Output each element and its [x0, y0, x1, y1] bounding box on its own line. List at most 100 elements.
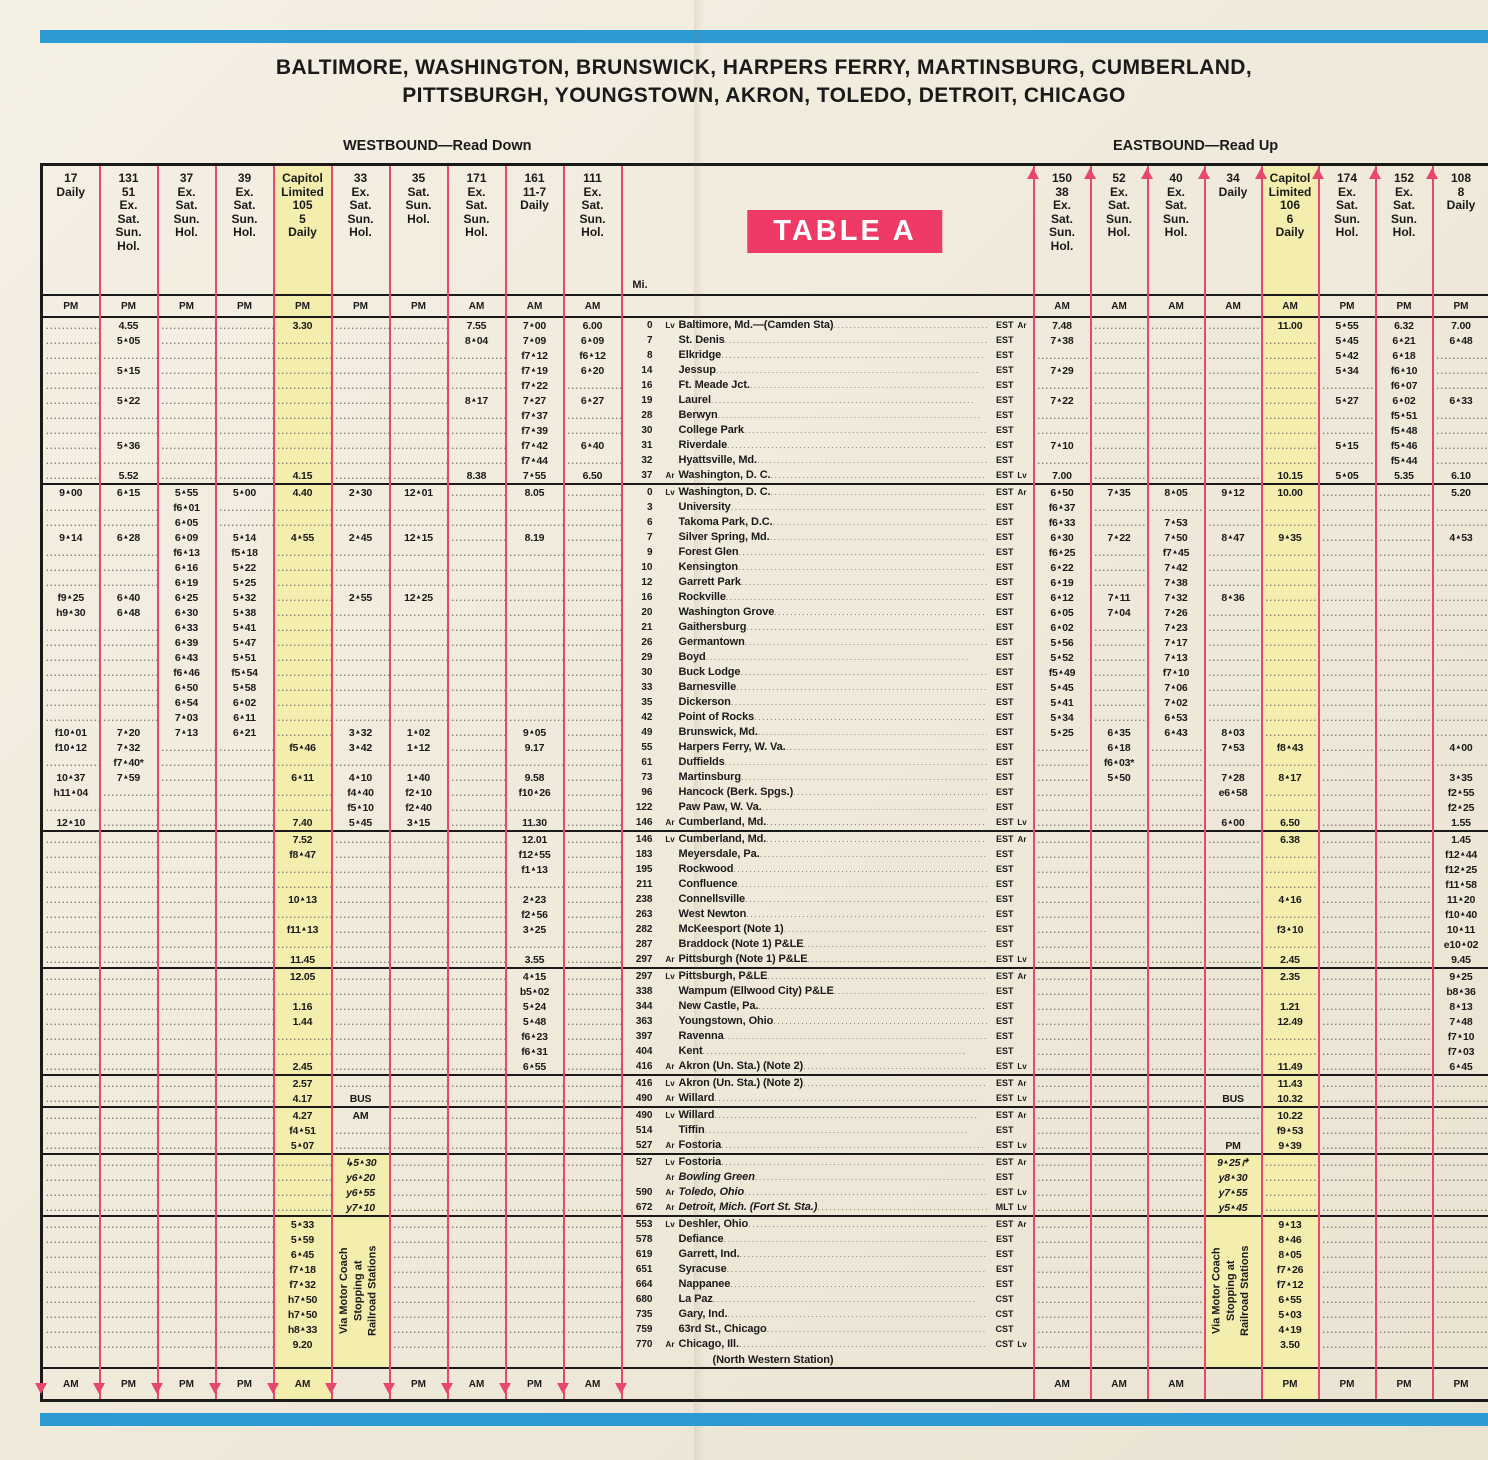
dotted-leader [1435, 1093, 1488, 1105]
time-cell [330, 1215, 390, 1232]
time-cell [214, 1232, 274, 1247]
time-cell [1317, 1247, 1376, 1262]
dotted-leader [334, 834, 389, 846]
time-cell [1317, 770, 1376, 785]
time-cell [446, 1292, 506, 1307]
dotted-leader [1207, 335, 1261, 347]
time-cell [1203, 755, 1262, 770]
time-cell [388, 408, 448, 423]
dotted-leader [1036, 350, 1090, 362]
time-cell [562, 1247, 623, 1262]
dotted-leader [450, 1187, 505, 1199]
time-cell [1089, 922, 1148, 937]
dotted-leader [1150, 834, 1204, 846]
time-cell: 6▲18 [1374, 348, 1433, 363]
dotted-leader [1150, 939, 1204, 951]
time-cell [1203, 423, 1262, 438]
timezone: CST [995, 1294, 1014, 1304]
meridiem-top: AM [504, 294, 564, 318]
dotted-leader [1435, 517, 1488, 529]
time-cell: 7▲17 [1146, 635, 1205, 650]
timezone: EST [995, 879, 1014, 889]
dotted-leader [218, 395, 273, 407]
time-cell [562, 847, 623, 862]
time-cell [272, 1153, 332, 1170]
dotted-leader [566, 425, 620, 437]
time-cell [1203, 650, 1262, 665]
time-cell: 3▲35 [1431, 770, 1488, 785]
dotted-leader [566, 667, 620, 679]
time-cell [1203, 1059, 1262, 1075]
dotted-leader [1150, 1157, 1204, 1169]
time-cell [40, 892, 100, 907]
mi-cell: 514 [635, 1124, 653, 1136]
station-cell: Brunswick, Md.EST [658, 725, 1034, 740]
time-cell [1374, 545, 1433, 560]
dotted-leader [1378, 787, 1432, 799]
time-cell [1146, 1138, 1205, 1154]
mi-cell: 490 [621, 1106, 658, 1123]
station-cell: Ft. Meade Jct.EST [658, 378, 1034, 393]
dotted-leader [566, 1249, 620, 1261]
time-cell: f7▲03 [1431, 1044, 1488, 1059]
time-cell [214, 468, 274, 484]
station-row: 2.57416LvAkron (Un. Sta.) (Note 2)ESTAr1… [40, 1074, 1488, 1091]
time-cell: 5▲22 [98, 393, 158, 408]
dotted-leader [1150, 772, 1204, 784]
dotted-leader [1378, 682, 1432, 694]
time-cell [1374, 710, 1433, 725]
time-cell: 4.55 [98, 316, 158, 333]
time-cell [1146, 1352, 1205, 1368]
dotted-leader [44, 637, 99, 649]
dotted-leader [450, 532, 505, 544]
dotted-leader [1321, 637, 1375, 649]
time-cell [272, 635, 332, 650]
time-cell: 6▲27 [562, 393, 623, 408]
dotted-leader [160, 802, 215, 814]
dotted-leader [218, 986, 273, 998]
time-cell [1374, 1138, 1433, 1154]
train-header-111: 111 Ex. Sat. Sun. Hol. [562, 164, 623, 295]
time-cell: 6.00 [562, 316, 623, 333]
dotted-leader [102, 697, 157, 709]
time-cell: 10.15 [1260, 468, 1319, 484]
dotted-leader [1264, 365, 1318, 377]
dotted-leader [566, 455, 620, 467]
dotted-leader [1378, 817, 1432, 829]
time-cell [504, 695, 564, 710]
timezone: EST [995, 757, 1014, 767]
lv-ar-marker: Lv [1017, 471, 1027, 480]
station-name: West Newton [678, 908, 747, 920]
dotted-leader [218, 802, 273, 814]
time-cell [40, 575, 100, 590]
station-column-header: TABLE A [658, 165, 1034, 296]
dotted-leader [102, 924, 157, 936]
dotted-leader [1378, 894, 1432, 906]
dotted-leader [1093, 440, 1147, 452]
time-cell [562, 1307, 623, 1322]
station-cell: Gary, Ind.CST [658, 1307, 1034, 1322]
time-cell [446, 984, 506, 999]
time-cell: 4.27 [272, 1106, 332, 1123]
time-cell [330, 877, 390, 892]
time-cell [40, 967, 100, 984]
time-cell: 9.45 [1431, 952, 1488, 968]
time-cell [214, 1352, 274, 1368]
station-cell: Paw Paw, W. Va.EST [658, 800, 1034, 815]
dotted-leader [1264, 667, 1318, 679]
time-cell [156, 1091, 216, 1107]
dotted-leader [450, 380, 505, 392]
dotted-leader [102, 1234, 157, 1246]
time-cell [388, 952, 448, 968]
time-cell [1203, 1029, 1262, 1044]
time-cell: 8▲46 [1260, 1232, 1319, 1247]
time-cell [40, 1059, 100, 1075]
time-cell [388, 710, 448, 725]
time-cell [1203, 1262, 1262, 1277]
time-cell [330, 967, 390, 984]
time-cell [504, 1277, 564, 1292]
time-cell [1374, 1074, 1433, 1091]
time-cell [388, 1074, 448, 1091]
time-cell [156, 468, 216, 484]
